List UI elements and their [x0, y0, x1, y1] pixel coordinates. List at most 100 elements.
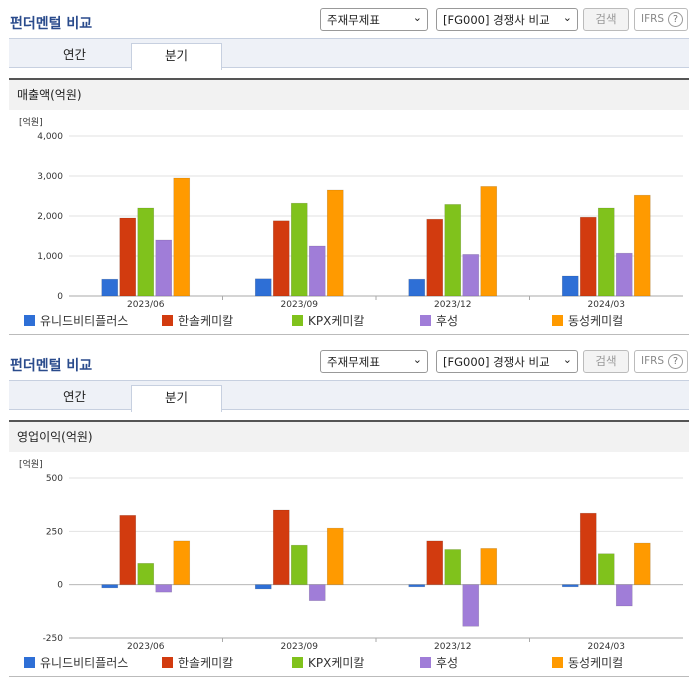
- bar: [579, 216, 597, 297]
- panel-title: 펀더멘털 비교: [10, 16, 93, 32]
- y-tick-label: 250: [46, 527, 63, 537]
- tab-annual[interactable]: 연간: [62, 389, 86, 404]
- legend-swatch: [162, 315, 173, 326]
- statement-type-select[interactable]: 주재무제표 ⌄: [320, 8, 428, 31]
- legend-label: 동성케미컬: [568, 656, 624, 670]
- peer-group-select[interactable]: [FG000] 경쟁사 비교 ⌄: [436, 350, 578, 373]
- y-tick-label: 3,000: [37, 172, 63, 182]
- legend-swatch: [420, 315, 431, 326]
- legend-item[interactable]: 후성: [420, 654, 458, 671]
- legend-label: 동성케미컬: [568, 314, 624, 328]
- legend-item[interactable]: 한솔케미칼: [162, 654, 233, 671]
- legend-swatch: [420, 657, 431, 668]
- bar: [462, 584, 480, 627]
- legend-label: 유니드비티플러스: [40, 656, 129, 670]
- legend-item[interactable]: 동성케미컬: [552, 654, 623, 671]
- bar: [308, 245, 326, 297]
- bar: [119, 217, 137, 297]
- legend-item[interactable]: 동성케미컬: [552, 312, 623, 329]
- x-tick-label: 2023/12: [434, 642, 471, 650]
- bar: [254, 584, 272, 590]
- unit-label: [억원]: [19, 458, 43, 470]
- ifrs-button[interactable]: IFRS ?: [634, 350, 688, 373]
- bar: [119, 515, 137, 585]
- section-title: 매출액(억원): [9, 78, 689, 110]
- tab-quarterly[interactable]: 분기: [131, 43, 222, 70]
- bar: [462, 254, 480, 297]
- legend-label: KPX케미칼: [308, 314, 365, 328]
- legend-item[interactable]: 유니드비티플러스: [24, 312, 128, 329]
- ifrs-label: IFRS: [641, 13, 665, 25]
- chevron-down-icon: ⌄: [412, 353, 422, 366]
- bar: [101, 584, 119, 589]
- chevron-down-icon: ⌄: [412, 11, 422, 24]
- peer-group-value: [FG000] 경쟁사 비교: [443, 355, 550, 369]
- bar: [290, 544, 308, 585]
- bar: [426, 540, 444, 585]
- legend-item[interactable]: KPX케미칼: [292, 312, 364, 329]
- chart-legend: 유니드비티플러스 한솔케미칼 KPX케미칼 후성 동성케미컬: [24, 312, 684, 328]
- operating-profit-chart: [억원] -250 0 250 500 2023/06 2023/09 2023/12 2024…: [9, 454, 689, 650]
- chevron-down-icon: ⌄: [562, 353, 572, 366]
- legend-label: KPX케미칼: [308, 656, 365, 670]
- bar: [444, 549, 462, 585]
- statement-type-value: 주재무제표: [327, 13, 380, 27]
- chart-legend: 유니드비티플러스 한솔케미칼 KPX케미칼 후성 동성케미컬: [24, 654, 684, 670]
- bar: [597, 207, 615, 297]
- bar: [101, 278, 119, 297]
- legend-swatch: [24, 315, 35, 326]
- legend-item[interactable]: 유니드비티플러스: [24, 654, 128, 671]
- legend-item[interactable]: 한솔케미칼: [162, 312, 233, 329]
- legend-label: 후성: [436, 656, 459, 670]
- bar: [137, 207, 155, 297]
- bar: [173, 540, 191, 585]
- x-tick-label: 2023/09: [281, 642, 319, 650]
- x-tick-label: 2023/06: [127, 642, 165, 650]
- chevron-down-icon: ⌄: [562, 11, 572, 24]
- bar: [254, 278, 272, 297]
- divider: [9, 676, 689, 677]
- y-tick-label: 2,000: [37, 212, 63, 222]
- chart-svg: [억원] -250 0 250 500 2023/06 2023/09 2023/12 2024…: [19, 458, 683, 650]
- legend-swatch: [162, 657, 173, 668]
- y-tick-label: -250: [43, 634, 64, 644]
- bar: [137, 563, 155, 585]
- tab-quarterly[interactable]: 분기: [131, 385, 222, 412]
- legend-item[interactable]: KPX케미칼: [292, 654, 364, 671]
- help-icon[interactable]: ?: [668, 12, 683, 27]
- bar: [444, 204, 462, 297]
- tab-annual[interactable]: 연간: [62, 47, 86, 62]
- revenue-chart: [억원] 0 1,000 2,000 3,000 4,000 2023/06 2023/09 2…: [9, 112, 689, 308]
- legend-item[interactable]: 후성: [420, 312, 458, 329]
- bar: [615, 584, 633, 607]
- section-title: 영업이익(억원): [9, 420, 689, 452]
- x-tick-label: 2024/03: [588, 300, 625, 308]
- bar: [408, 278, 426, 297]
- bar: [480, 186, 498, 297]
- x-tick-label: 2024/03: [588, 642, 625, 650]
- search-button[interactable]: 검색: [583, 350, 629, 373]
- ifrs-button[interactable]: IFRS ?: [634, 8, 688, 31]
- bar: [615, 252, 633, 297]
- x-tick-label: 2023/09: [281, 300, 319, 308]
- y-tick-label: 4,000: [37, 132, 63, 142]
- y-tick-label: 1,000: [37, 252, 63, 262]
- bar: [426, 218, 444, 297]
- bar: [480, 548, 498, 585]
- x-tick-label: 2023/06: [127, 300, 165, 308]
- statement-type-select[interactable]: 주재무제표 ⌄: [320, 350, 428, 373]
- bar: [561, 584, 579, 588]
- bar: [633, 542, 651, 585]
- ifrs-label: IFRS: [641, 355, 665, 367]
- legend-label: 한솔케미칼: [178, 656, 234, 670]
- bar: [326, 527, 344, 585]
- bar: [326, 189, 344, 297]
- peer-group-select[interactable]: [FG000] 경쟁사 비교 ⌄: [436, 8, 578, 31]
- help-icon[interactable]: ?: [668, 354, 683, 369]
- panel-title: 펀더멘털 비교: [10, 358, 93, 374]
- legend-label: 한솔케미칼: [178, 314, 234, 328]
- search-button[interactable]: 검색: [583, 8, 629, 31]
- bar: [155, 239, 173, 297]
- bar: [272, 220, 290, 297]
- legend-label: 후성: [436, 314, 459, 328]
